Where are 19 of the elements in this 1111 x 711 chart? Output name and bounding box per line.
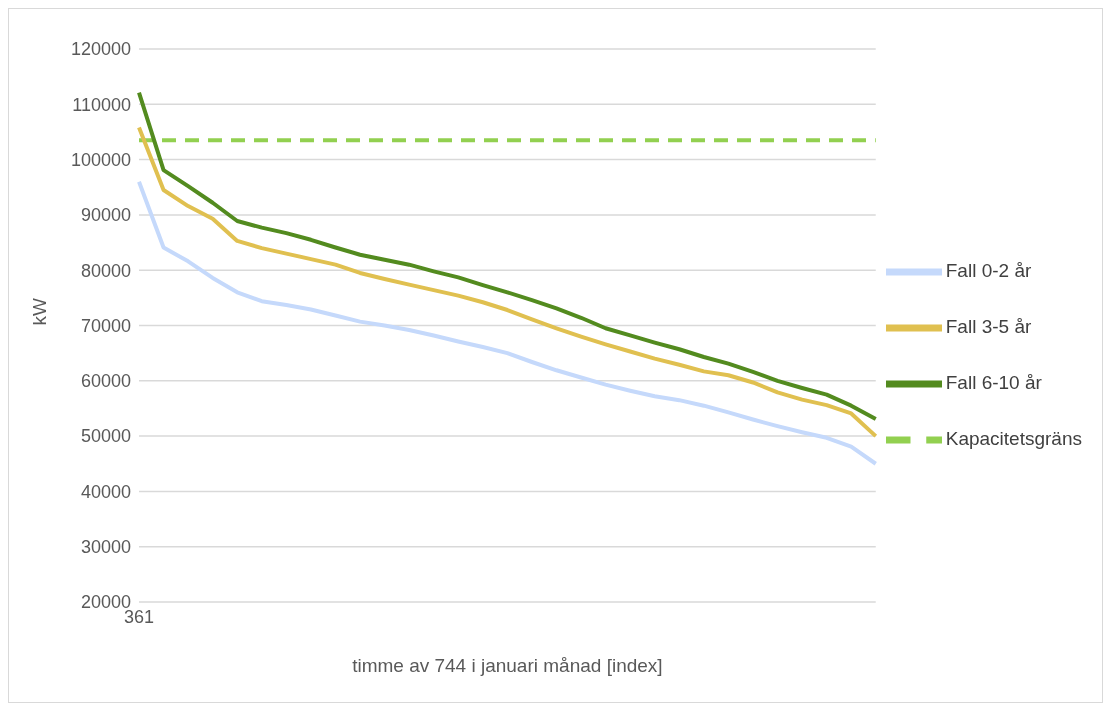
y-tick-label: 60000 [80, 371, 131, 392]
legend-label: Fall 3-5 år [945, 315, 1032, 337]
line-series [137, 90, 878, 421]
legend-label: Kapacitetsgräns [945, 427, 1082, 449]
y-tick-label: 120000 [70, 39, 131, 60]
y-axis-title: kW [28, 298, 50, 326]
y-tick-label: 70000 [80, 315, 131, 336]
line-series [137, 125, 878, 439]
y-tick-label: 40000 [80, 481, 131, 502]
y-tick-label: 100000 [70, 149, 131, 170]
x-axis-title: timme av 744 i januari månad [index] [352, 655, 663, 676]
y-tick-label: 50000 [80, 426, 131, 447]
legend-label: Fall 0-2 år [945, 259, 1032, 281]
legend-label: Fall 6-10 år [945, 371, 1042, 393]
y-tick-label: 110000 [72, 94, 131, 115]
line-series [137, 179, 878, 466]
y-tick-label: 80000 [80, 260, 131, 281]
y-tick-label: 30000 [80, 537, 131, 558]
y-tick-label: 90000 [80, 205, 131, 226]
